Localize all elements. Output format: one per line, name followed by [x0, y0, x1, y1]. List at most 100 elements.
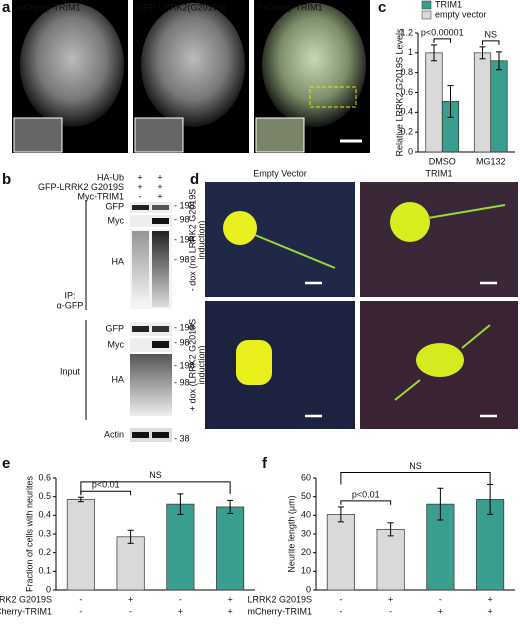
sig-bracket	[433, 38, 451, 43]
y-tick-label: 0.3	[38, 528, 51, 538]
condition-sign: -	[389, 606, 392, 616]
condition-sign: -	[339, 606, 342, 616]
condition-sign: +	[487, 594, 492, 604]
channel-label: mCherry-TRIM1	[258, 2, 323, 12]
error-bar	[447, 85, 454, 118]
mw-marker: - 198	[174, 234, 195, 244]
annotation: NS	[149, 470, 162, 480]
column-label: Empty Vector	[253, 168, 307, 178]
condition-name: mCherry-TRIM1	[248, 606, 313, 616]
blot-label: HA	[111, 256, 124, 266]
mw-marker: - 98	[174, 254, 190, 264]
y-tick-label: 1	[408, 47, 413, 57]
bar	[426, 503, 455, 591]
sig-bracket	[340, 472, 491, 485]
condition-name: GFP-LRRK2 G2019S	[38, 182, 124, 192]
row-label: induction)	[196, 220, 206, 259]
condition-sign: -	[339, 594, 342, 604]
blot-label: Actin	[104, 429, 124, 439]
mw-marker: - 98	[174, 377, 190, 387]
panel-label: c	[378, 0, 386, 16]
legend-swatch	[421, 10, 432, 20]
annotation: p<0.01	[92, 480, 120, 490]
y-tick-label: 30	[301, 528, 311, 538]
legend-label: TRIM1	[435, 0, 462, 9]
y-tick-label: 0	[46, 584, 51, 594]
mw-marker: - 98	[174, 214, 190, 224]
annotation: NS	[409, 461, 422, 471]
condition-name: LRRK2 G2019S	[247, 594, 312, 604]
condition-sign: +	[178, 606, 183, 616]
panel-label: a	[2, 0, 11, 16]
panel-label: b	[2, 171, 11, 188]
bar	[490, 60, 508, 153]
y-axis-label: Relative LRRK2 G2019S Levels	[394, 28, 404, 157]
condition-sign: +	[157, 172, 162, 182]
bar	[116, 536, 145, 591]
input-label: Input	[60, 366, 81, 376]
error-bar	[127, 529, 134, 544]
row-label: - dox (no LRRK2 G2019S	[187, 189, 197, 292]
y-tick-label: 50	[301, 491, 311, 501]
bar	[425, 52, 443, 153]
y-tick-label: 20	[301, 547, 311, 557]
condition-sign: +	[157, 182, 162, 192]
channel-label: GFP-LRRK2(G2019S)	[137, 2, 227, 12]
legend-label: empty vector	[435, 9, 487, 19]
annotation: p<0.00001	[421, 27, 464, 37]
sig-bracket	[482, 40, 500, 45]
error-bar	[337, 506, 344, 523]
y-tick-label: 0.4	[400, 107, 413, 117]
y-tick-label: 0.5	[38, 491, 51, 501]
error-bar	[387, 522, 394, 537]
micrographs-d	[205, 182, 518, 429]
blot-label: Myc	[108, 339, 125, 349]
condition-name: Myc-TRIM1	[78, 191, 125, 201]
condition-sign: -	[179, 594, 182, 604]
annotation: NS	[484, 29, 497, 39]
bar	[216, 506, 245, 591]
mw-marker: - 198	[174, 360, 195, 370]
y-tick-label: 60	[301, 472, 311, 482]
sig-bracket	[80, 490, 132, 496]
channel-label: mCherry-TRIM1	[16, 2, 81, 12]
condition-sign: +	[137, 182, 142, 192]
condition-sign: -	[79, 606, 82, 616]
condition-sign: +	[388, 594, 393, 604]
blot-label: Myc	[108, 215, 125, 225]
condition-sign: -	[79, 594, 82, 604]
error-bar	[177, 493, 184, 515]
condition-sign: -	[139, 191, 142, 201]
error-bar	[77, 496, 84, 503]
condition-sign: +	[157, 191, 162, 201]
x-tick-label: MG132	[476, 156, 506, 166]
y-axis-label: Neurite length (μm)	[286, 495, 296, 572]
condition-sign: -	[129, 606, 132, 616]
bar	[66, 499, 95, 591]
panel-label: e	[2, 455, 10, 472]
condition-sign: +	[227, 606, 232, 616]
bar	[166, 503, 195, 591]
condition-sign: +	[137, 172, 142, 182]
y-tick-label: 0	[408, 146, 413, 156]
panel-label: d	[190, 171, 199, 188]
y-tick-label: 0.6	[400, 87, 413, 97]
x-tick-label: DMSO	[429, 156, 456, 166]
error-bar	[227, 499, 234, 514]
mw-marker: - 198	[174, 200, 195, 210]
mw-marker: - 38	[174, 433, 190, 443]
ip-label: α-GFP	[57, 300, 84, 310]
y-tick-label: 40	[301, 510, 311, 520]
error-bar	[431, 44, 438, 62]
legend-swatch	[421, 0, 432, 10]
y-tick-label: 0.8	[400, 67, 413, 77]
error-bar	[437, 487, 444, 521]
error-bar	[495, 51, 502, 71]
column-label: TRIM1	[426, 168, 453, 178]
condition-sign: +	[438, 606, 443, 616]
condition-name: LRRK2 G2019S	[0, 594, 52, 604]
panel-label: f	[262, 455, 268, 472]
y-tick-label: 0	[306, 584, 311, 594]
ip-label: IP:	[64, 290, 75, 300]
